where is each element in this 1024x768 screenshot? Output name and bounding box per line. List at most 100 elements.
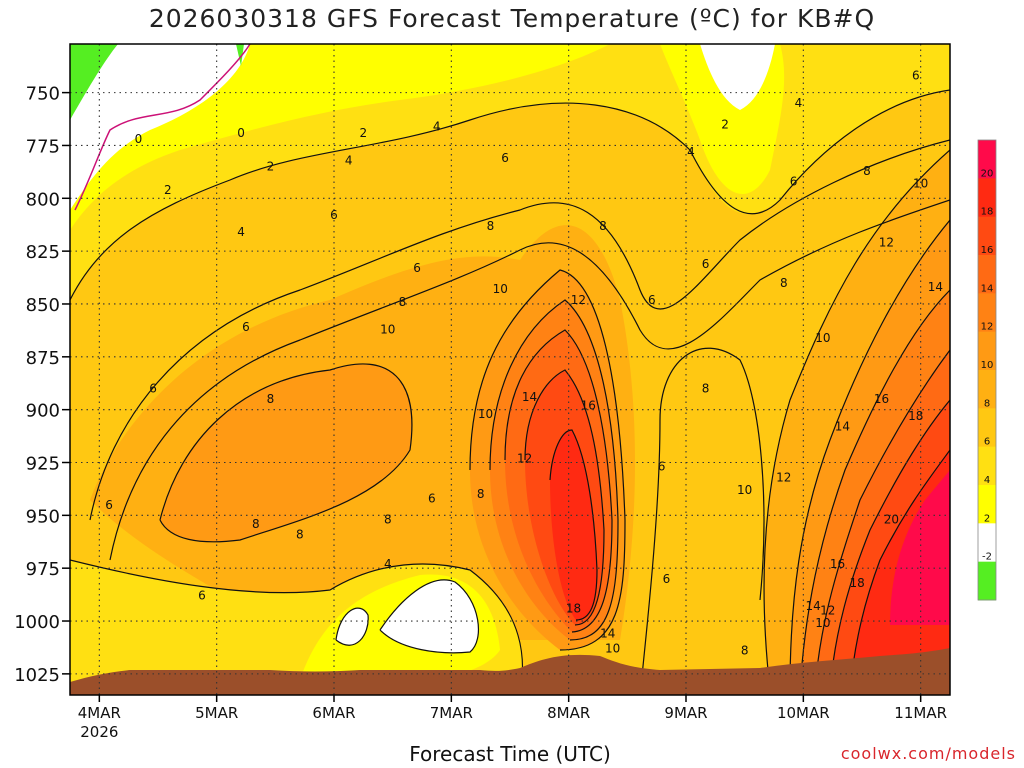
y-tick-label: 800 [26,189,60,210]
colorbar-label: -2 [982,552,992,563]
x-axis-title: Forecast Time (UTC) [409,742,611,766]
contour-label: 6 [648,293,656,307]
contour-label: 6 [702,257,710,271]
y-tick-label: 750 [26,84,60,105]
contour-label: 10 [478,407,493,421]
contour-label: 10 [815,331,830,345]
contour-label: 18 [849,576,864,590]
contour-label: 4 [687,145,695,159]
colorbar-swatch [978,523,996,563]
contour-label: 4 [795,96,803,110]
contour-label: 6 [149,382,157,396]
contour-label: 6 [242,320,250,334]
contour-label: 6 [501,151,509,165]
contour-label: 2 [164,183,172,197]
contour-label: 18 [566,601,581,615]
contour-label: 16 [830,557,845,571]
x-tick-label: 8MAR [547,704,590,722]
contour-label: 2 [267,160,275,174]
colorbar-label: 16 [981,245,994,256]
colorbar-label: 20 [981,168,994,179]
x-tick-label: 10MAR [777,704,830,722]
colorbar-swatch [978,255,996,294]
colorbar-label: 12 [981,322,994,333]
contour-label: 8 [296,527,304,541]
contour-label: 10 [493,282,508,296]
colorbar-swatch [978,178,996,218]
contour-label: 6 [790,174,798,188]
contour-label: 14 [835,420,850,434]
y-tick-label: 850 [26,295,60,316]
contour-label: 4 [433,119,441,133]
contour-label: 10 [815,616,830,630]
y-tick-label: 1000 [14,612,60,633]
plot-frame [69,43,951,696]
contour-label: 4 [345,153,353,167]
colorbar-label: 10 [981,360,994,371]
x-tick-label: 11MAR [894,704,947,722]
y-tick-label: 1025 [14,665,60,686]
contour-label: 6 [663,572,671,586]
colorbar-label: 14 [981,283,994,294]
contour-label: 18 [908,409,923,423]
contour-label: 6 [413,261,421,275]
contour-label: 6 [428,491,436,505]
page-title: 2026030318 GFS Forecast Temperature (ºC)… [148,4,876,33]
y-tick-label: 975 [26,559,60,580]
contour-label: 8 [702,382,710,396]
contour-label: 8 [399,295,407,309]
colorbar-swatch [978,140,996,179]
contour-label: 8 [780,276,788,290]
contour-label: 8 [384,513,392,527]
colorbar-frame [977,139,997,601]
contour-label: 12 [820,603,835,617]
contour-label: 14 [522,390,537,404]
y-tick-label: 875 [26,348,60,369]
contour-label: 12 [571,293,586,307]
colorbar-swatch [978,216,996,256]
contour-label: 8 [487,219,495,233]
colorbar-label: 4 [984,475,990,486]
y-tick-label: 900 [26,401,60,422]
x-tick-label: 7MAR [430,704,473,722]
x-tick-label: 5MAR [195,704,238,722]
contour-label: 8 [477,487,485,501]
contour-label: 6 [198,589,206,603]
contour-label: 6 [912,69,920,83]
colorbar-swatch [978,446,996,486]
source-credit: coolwx.com/models [840,744,1016,763]
y-tick-label: 775 [26,136,60,157]
contour-label: 12 [879,236,894,250]
contour-label: 14 [805,599,820,613]
colorbar-swatch [978,561,996,601]
y-tick-label: 925 [26,454,60,475]
x-tick-label: 9MAR [664,704,707,722]
contour-label: 8 [252,517,260,531]
contour-label: 8 [741,644,749,658]
contour-label: 0 [135,132,143,146]
y-axis: 750 775 800 825 850 875 900 925 950 975 1000 1025 [14,84,70,686]
colorbar-swatch [978,408,996,448]
colorbar-label: 8 [984,398,990,409]
colorbar-label: 6 [984,437,990,448]
colorbar-swatch [978,331,996,371]
x-tick-sublabel: 2026 [80,723,118,741]
grid-lines [70,44,950,695]
colorbar-label: 2 [984,513,990,524]
colorbar-swatch [978,370,996,409]
contour-label: 14 [928,280,943,294]
y-tick-label: 950 [26,506,60,527]
contour-label: 6 [105,498,113,512]
colorbar: 20 18 16 14 12 10 8 6 4 2 -2 [977,139,997,601]
contour-label: 4 [237,225,245,239]
contour-label: 6 [330,208,338,222]
contour-label: 10 [737,483,752,497]
contour-label: 12 [517,451,532,465]
contour-label: 8 [599,219,607,233]
contour-label: 10 [605,642,620,656]
contour-label: 4 [384,557,392,571]
contour-label: 2 [721,117,729,131]
